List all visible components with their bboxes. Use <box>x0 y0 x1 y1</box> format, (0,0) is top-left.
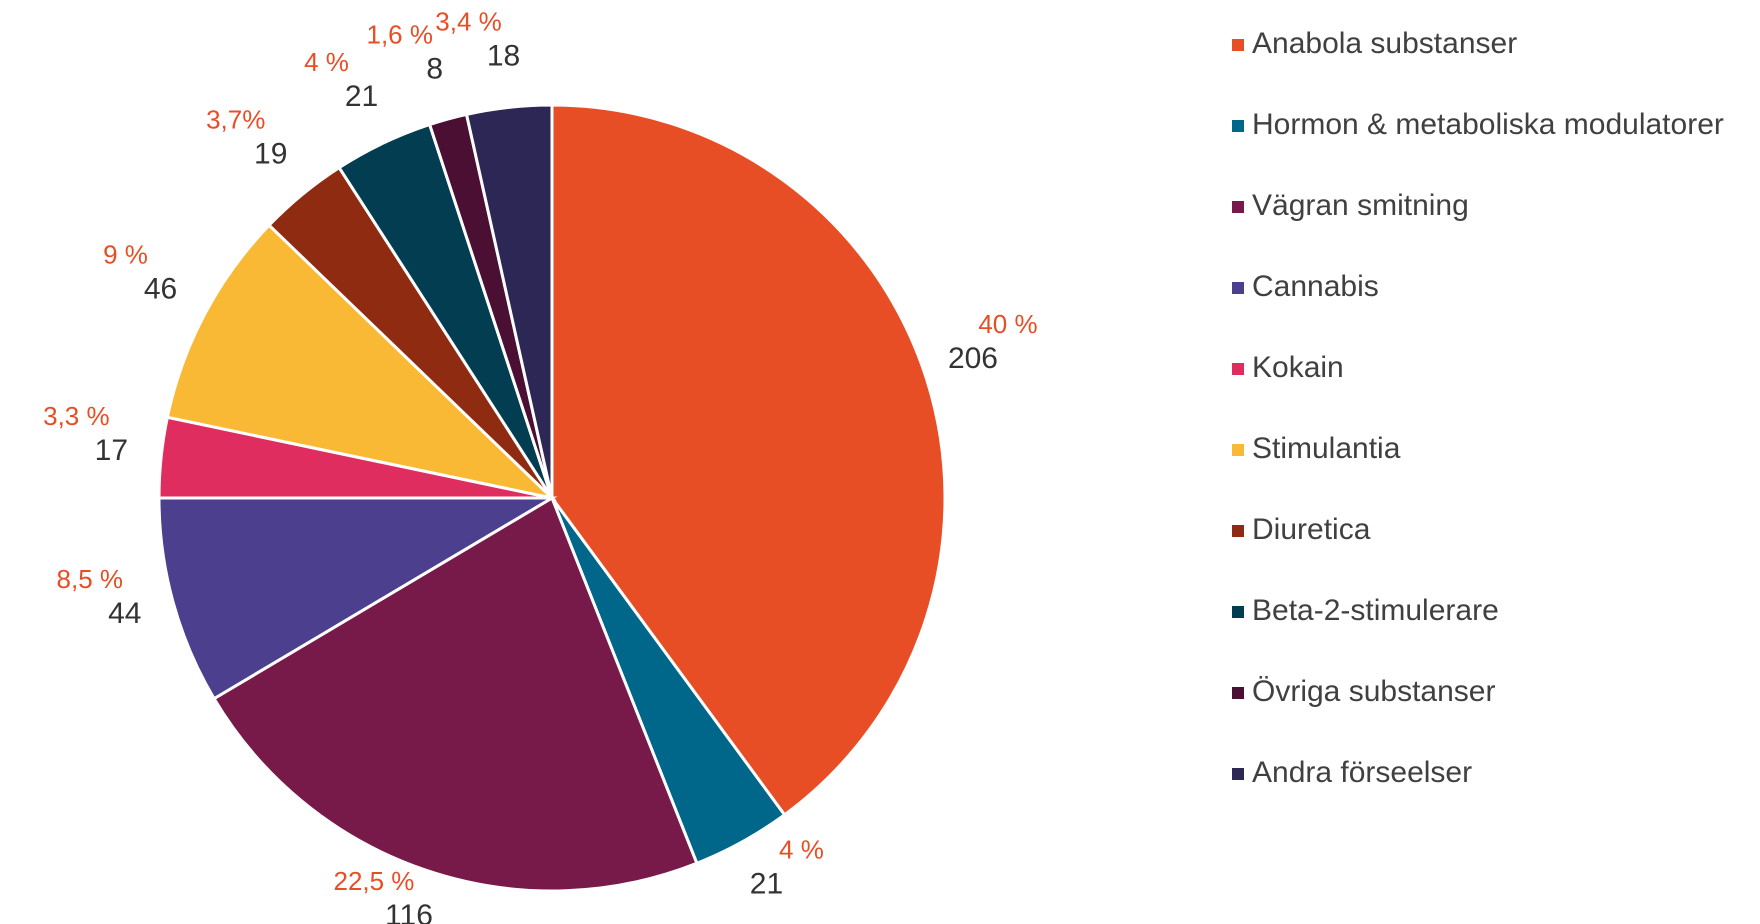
legend-label: Vägran smitning <box>1252 189 1469 222</box>
percent-label: 4 % <box>304 47 349 77</box>
count-label: 46 <box>144 273 177 306</box>
pie-slice <box>157 496 558 701</box>
count-label: 116 <box>385 899 433 924</box>
legend-label: Diuretica <box>1252 513 1371 546</box>
pie-slice <box>212 495 699 893</box>
count-label: 18 <box>487 40 520 73</box>
legend-label: Andra förseelser <box>1252 756 1472 789</box>
legend-label: Hormon & metaboliska modulatorer <box>1252 108 1724 141</box>
legend-label: Beta-2-stimulerare <box>1252 594 1499 627</box>
legend-swatch <box>1232 201 1244 213</box>
legend-label: Övriga substanser <box>1252 675 1495 708</box>
legend-swatch <box>1232 120 1244 132</box>
legend-label: Cannabis <box>1252 270 1379 303</box>
legend-swatch <box>1232 282 1244 294</box>
legend-swatch <box>1232 363 1244 375</box>
legend-label: Kokain <box>1252 351 1344 384</box>
count-label: 17 <box>95 434 128 467</box>
legend-label: Anabola substanser <box>1252 27 1517 60</box>
count-label: 21 <box>345 80 378 113</box>
percent-label: 9 % <box>103 240 148 270</box>
legend-label: Stimulantia <box>1252 432 1401 465</box>
count-label: 21 <box>750 868 783 901</box>
legend-swatch <box>1232 606 1244 618</box>
count-label: 19 <box>254 138 287 171</box>
percent-label: 22,5 % <box>333 866 414 896</box>
pie-slice <box>165 223 557 501</box>
percent-label: 4 % <box>779 835 824 865</box>
percent-label: 1,6 % <box>366 20 433 50</box>
pie-slice <box>550 103 947 817</box>
percent-label: 40 % <box>978 309 1037 339</box>
legend-swatch <box>1232 444 1244 456</box>
count-label: 206 <box>948 342 998 375</box>
legend-swatch <box>1232 768 1244 780</box>
count-label: 8 <box>426 53 443 86</box>
percent-label: 8,5 % <box>57 564 124 594</box>
legend-swatch <box>1232 39 1244 51</box>
count-label: 44 <box>108 597 141 630</box>
percent-label: 3,3 % <box>43 401 110 431</box>
percent-label: 3,4 % <box>435 7 502 37</box>
percent-label: 3,7% <box>206 105 265 135</box>
pie-slice <box>464 103 554 499</box>
legend-swatch <box>1232 687 1244 699</box>
legend-swatch <box>1232 525 1244 537</box>
